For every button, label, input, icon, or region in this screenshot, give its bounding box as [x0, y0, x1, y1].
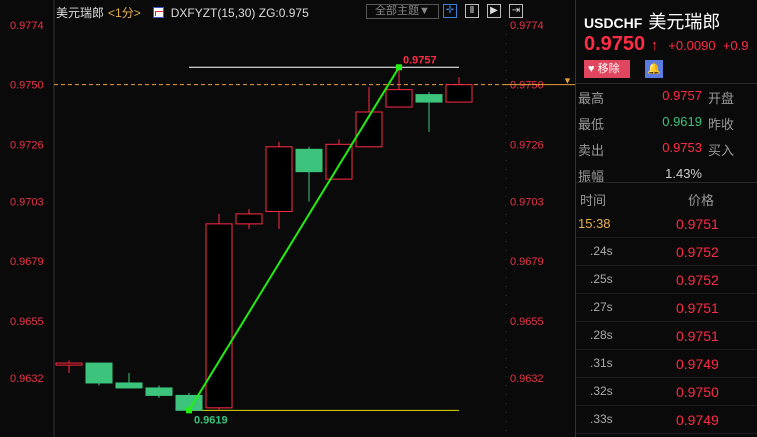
candle-body	[445, 84, 473, 103]
candle	[265, 141, 293, 229]
candle-body	[145, 387, 173, 396]
export-icon[interactable]: ⇥	[509, 4, 523, 18]
y-tick-label-right: 0.9632	[510, 373, 544, 385]
y-tick-label-left: 0.9679	[10, 256, 44, 268]
y-tick-label-left: 0.9703	[10, 196, 44, 208]
quote-price-row: 0.9750 ↑ +0.0090 +0.9	[584, 33, 749, 56]
quote-panel: USDCHF 美元瑞郎 0.9750 ↑ +0.0090 +0.9 ♥ 移除 🔔 …	[575, 0, 757, 437]
candle-body	[295, 148, 323, 173]
candle	[385, 67, 413, 108]
tick-row: .25s 0.9752	[576, 266, 757, 294]
candle-body	[385, 89, 413, 108]
indicator-label: DXFYZT(15,30) ZG:0.975	[170, 5, 309, 20]
candle	[85, 362, 113, 386]
candlestick-chart[interactable]: 0.9774 0.9774 0.9750 0.9750 0.9726 0.9726 0.97…	[0, 0, 575, 437]
tick-row: .24s 0.9752	[576, 238, 757, 266]
candle	[235, 208, 263, 229]
y-tick-label-left: 0.9655	[10, 316, 44, 328]
y-tick-label-left: 0.9726	[10, 139, 44, 151]
candle	[445, 77, 473, 103]
y-tick-label-right: 0.9726	[510, 139, 544, 151]
crosshair-icon[interactable]: ✛	[443, 4, 457, 18]
remove-favorite-button[interactable]: ♥ 移除	[584, 60, 630, 78]
theme-dropdown[interactable]: 全部主题▼	[366, 4, 439, 19]
candle	[295, 146, 323, 202]
trend-line	[188, 66, 400, 411]
candle	[115, 373, 143, 389]
tick-row: .28s 0.9751	[576, 322, 757, 350]
up-arrow-icon: ↑	[650, 37, 659, 54]
stat-row: 最高 0.9757 开盘	[578, 88, 735, 106]
tick-row: .27s 0.9751	[576, 294, 757, 322]
candle-body	[415, 94, 443, 103]
play-icon[interactable]: ▶	[487, 4, 501, 18]
indicator-icon	[152, 7, 164, 18]
y-tick-label-left: 0.9774	[10, 20, 44, 32]
tick-row: .32s 0.9750	[576, 378, 757, 406]
y-tick-label-right: 0.9655	[510, 316, 544, 328]
candle-body	[115, 382, 143, 389]
tick-header: 时间 价格	[580, 193, 715, 208]
stat-row: 振幅 1.43%	[578, 166, 702, 184]
alert-bell-button[interactable]: 🔔	[645, 60, 663, 78]
y-tick-label-right: 0.9679	[510, 256, 544, 268]
candle-body	[265, 146, 293, 212]
range-icon[interactable]: Ⅱ	[465, 4, 479, 18]
candle	[205, 213, 233, 411]
candle-body	[205, 223, 233, 409]
trend-start-handle	[186, 407, 192, 414]
low-label: 0.9619	[194, 414, 228, 426]
candle	[145, 385, 173, 398]
period-selector[interactable]: <1分>	[108, 6, 141, 20]
chart-header: 美元瑞郎 <1分> DXFYZT(15,30) ZG:0.975	[56, 4, 309, 21]
candle-body	[55, 362, 83, 366]
y-tick-label-right: 0.9774	[510, 20, 544, 32]
candle	[55, 360, 83, 374]
quote-symbol: USDCHF 美元瑞郎	[584, 12, 721, 33]
tick-row: .31s 0.9749	[576, 350, 757, 378]
stat-row: 最低 0.9619 昨收	[578, 114, 735, 132]
candle-body	[85, 362, 113, 384]
current-price-marker-icon: ▼	[563, 76, 572, 86]
candle	[325, 139, 353, 180]
stat-row: 卖出 0.9753 买入	[578, 140, 735, 158]
trend-end-handle	[396, 64, 402, 71]
y-tick-label-left: 0.9632	[10, 373, 44, 385]
price-change: +0.0090 +0.9	[668, 38, 749, 53]
y-tick-label-left: 0.9750	[10, 80, 44, 92]
candle	[415, 92, 443, 132]
symbol-name: 美元瑞郎	[56, 6, 105, 20]
candle-body	[235, 213, 263, 225]
high-label: 0.9757	[403, 54, 437, 66]
last-price: 0.9750 ↑	[584, 33, 659, 55]
tick-row: .33s 0.9749	[576, 406, 757, 434]
y-tick-label-right: 0.9703	[510, 196, 544, 208]
tick-row: 15:38 0.9751	[576, 210, 757, 238]
y-tick-label-right: 0.9750	[510, 80, 544, 92]
heart-icon: ♥	[588, 63, 595, 75]
